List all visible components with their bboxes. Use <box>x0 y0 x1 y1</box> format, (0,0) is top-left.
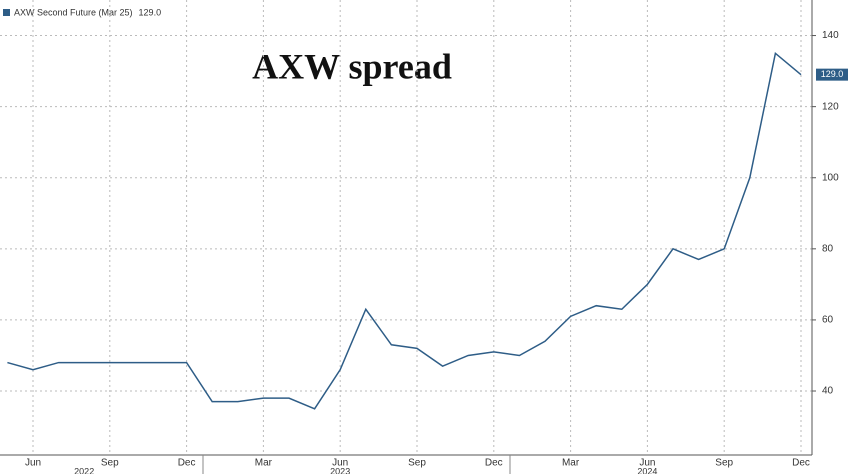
legend-swatch <box>3 9 10 16</box>
legend-value: 129.0 <box>139 7 162 17</box>
x-tick-label: Sep <box>408 458 426 469</box>
x-tick-label: Mar <box>562 458 580 469</box>
x-tick-label: Dec <box>485 458 503 469</box>
x-tick-label: Sep <box>715 458 733 469</box>
x-tick-label: Mar <box>255 458 273 469</box>
x-tick-label: Jun <box>639 458 655 469</box>
y-tick-label: 140 <box>822 30 839 41</box>
x-tick-label: Sep <box>101 458 119 469</box>
x-tick-label: Jun <box>332 458 348 469</box>
year-label: 2022 <box>74 466 94 474</box>
y-tick-label: 80 <box>822 243 834 254</box>
last-value-tag <box>816 68 848 81</box>
year-label: 2024 <box>637 466 657 474</box>
y-tick-label: 40 <box>822 386 834 397</box>
x-tick-label: Dec <box>792 458 810 469</box>
last-value-label: 129.0 <box>821 69 844 79</box>
year-label: 2023 <box>330 466 350 474</box>
chart-title: AXW spread <box>252 46 452 86</box>
y-tick-label: 100 <box>822 172 839 183</box>
y-tick-label: 120 <box>822 101 839 112</box>
y-tick-label: 60 <box>822 315 834 326</box>
line-series <box>7 51 802 410</box>
x-tick-label: Dec <box>178 458 196 469</box>
x-tick-label: Jun <box>25 458 41 469</box>
legend-label: AXW Second Future (Mar 25) <box>14 7 133 17</box>
